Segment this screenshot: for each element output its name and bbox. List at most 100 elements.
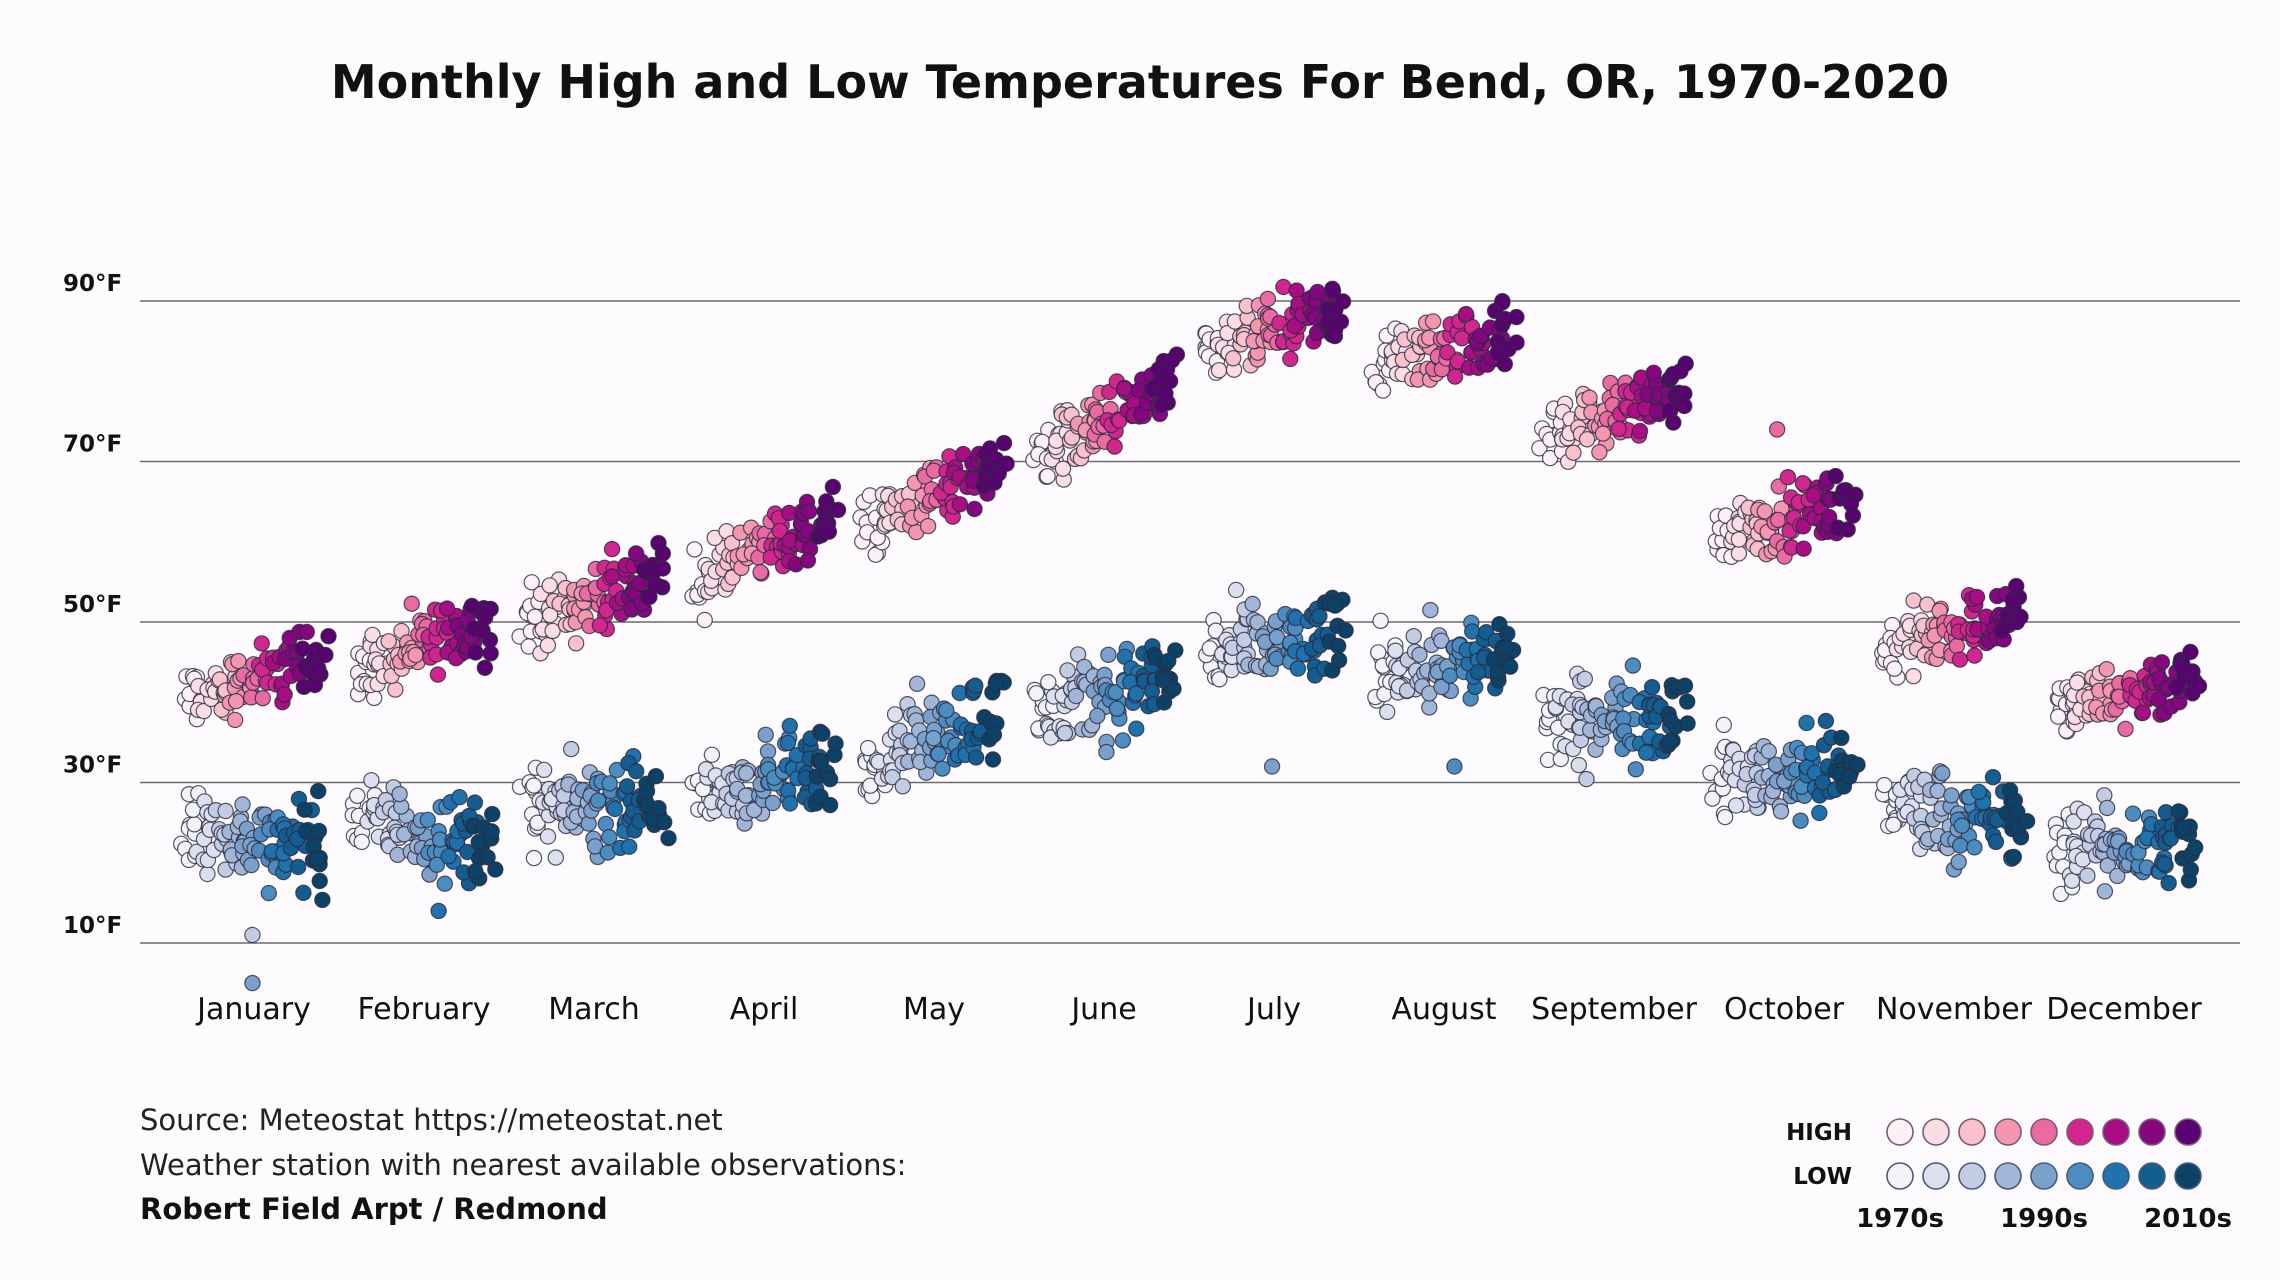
low-temp-point xyxy=(821,796,839,814)
low-temp-point xyxy=(1311,607,1328,625)
low-temp-point xyxy=(186,816,203,833)
x-tick-label: May xyxy=(903,992,965,1027)
high-temp-point xyxy=(1326,321,1344,338)
chart-title: Monthly High and Low Temperatures For Be… xyxy=(331,55,1949,109)
low-temp-point xyxy=(2096,883,2114,900)
low-temp-point xyxy=(1727,797,1745,814)
low-temp-point xyxy=(930,745,947,763)
low-temp-point xyxy=(2160,874,2177,892)
low-temp-point xyxy=(484,805,501,823)
low-temp-point xyxy=(310,822,328,840)
low-temp-point xyxy=(2099,857,2116,874)
high-temp-point xyxy=(829,501,847,519)
high-temp-point xyxy=(1581,389,1598,406)
low-temp-point xyxy=(1833,729,1850,747)
high-temp-point xyxy=(1730,531,1748,548)
high-temp-point xyxy=(544,622,561,640)
low-temp-point xyxy=(2065,813,2082,830)
low-temp-point xyxy=(529,814,546,832)
low-temp-point xyxy=(436,875,453,892)
low-temp-point xyxy=(1841,768,1858,786)
low-temp-point xyxy=(660,830,677,847)
high-temp-point xyxy=(320,628,337,645)
high-temp-point xyxy=(276,686,293,703)
low-temp-point xyxy=(967,749,985,766)
high-temp-point xyxy=(1672,363,1689,380)
legend-high-swatch xyxy=(2102,1118,2130,1146)
low-temp-point xyxy=(647,768,665,785)
high-temp-point xyxy=(627,545,645,562)
high-temp-point xyxy=(1645,364,1662,381)
high-temp-point xyxy=(603,540,621,558)
high-temp-point xyxy=(317,646,334,664)
high-temp-point xyxy=(2134,704,2152,722)
high-temp-point xyxy=(1496,355,1514,373)
high-temp-point xyxy=(1286,317,1303,335)
high-temp-point xyxy=(254,690,271,707)
low-temp-point xyxy=(703,746,721,764)
low-temp-point xyxy=(1107,684,1124,701)
low-temp-point xyxy=(2018,813,2036,830)
high-temp-point xyxy=(480,601,497,618)
high-temp-point xyxy=(1795,540,1812,557)
source-line: Source: Meteostat https://meteostat.net xyxy=(140,1103,723,1137)
low-temp-point xyxy=(1953,817,1971,834)
high-temp-point xyxy=(966,500,983,518)
low-temp-point xyxy=(1249,614,1266,631)
low-temp-point xyxy=(1576,670,1594,688)
low-temp-point xyxy=(309,850,326,867)
high-temp-point xyxy=(647,576,664,593)
high-temp-point xyxy=(438,600,456,617)
high-temp-point xyxy=(1457,305,1475,323)
low-temp-point xyxy=(1469,664,1487,681)
low-temp-point xyxy=(1984,769,2002,786)
low-temp-point xyxy=(779,734,797,752)
low-temp-point xyxy=(467,863,484,880)
low-temp-point xyxy=(2001,782,2019,799)
low-temp-point xyxy=(1627,761,1645,778)
source-note: Source: Meteostat https://meteostat.net … xyxy=(140,1103,906,1226)
low-temp-point xyxy=(243,856,260,874)
low-temp-point xyxy=(1951,837,1969,854)
low-temp-point xyxy=(1329,637,1347,655)
high-temp-point xyxy=(2117,720,2134,738)
low-temp-point xyxy=(2124,805,2142,822)
high-temp-point xyxy=(1951,651,1969,668)
low-temp-point xyxy=(1154,672,1172,689)
legend-low-swatch xyxy=(2138,1162,2166,1190)
high-temp-point xyxy=(1839,521,1856,538)
high-temp-point xyxy=(1730,545,1748,562)
low-temp-point xyxy=(296,801,313,818)
x-tick-label: June xyxy=(1069,992,1136,1027)
legend-decade-end: 2010s xyxy=(2144,1204,2232,1234)
high-temp-point xyxy=(824,478,842,496)
low-temp-point xyxy=(894,778,912,795)
x-tick-label: February xyxy=(358,992,491,1027)
high-temp-point xyxy=(1594,425,1612,442)
legend-decade-mid: 1990s xyxy=(2000,1204,2088,1234)
high-temp-point xyxy=(298,623,315,641)
low-temp-point xyxy=(1056,724,1074,742)
legend-high-swatch xyxy=(1922,1118,1950,1146)
high-temp-point xyxy=(1282,350,1299,368)
x-tick-label: January xyxy=(195,992,311,1027)
low-temp-point xyxy=(217,802,234,820)
high-temp-point xyxy=(951,496,969,513)
x-tick-label: July xyxy=(1245,992,1301,1027)
x-tick-label: September xyxy=(1531,992,1697,1027)
low-temp-point xyxy=(1792,812,1809,829)
legend-decade-start: 1970s xyxy=(1856,1204,1944,1234)
low-temp-point xyxy=(1885,816,1902,833)
high-temp-point xyxy=(482,645,499,662)
low-temp-point xyxy=(349,787,366,805)
low-temp-point xyxy=(1387,642,1404,659)
station-note: Weather station with nearest available o… xyxy=(140,1148,906,1182)
x-tick-label: August xyxy=(1392,992,1497,1027)
legend: HIGH LOW 1970s 1990s 2010s xyxy=(1786,1118,2232,1234)
low-temp-point xyxy=(606,800,624,818)
low-temp-point xyxy=(2005,848,2023,866)
high-temp-point xyxy=(281,629,298,647)
low-temp-point xyxy=(597,815,615,833)
low-temp-point xyxy=(260,884,277,902)
low-temp-outlier xyxy=(430,902,447,920)
